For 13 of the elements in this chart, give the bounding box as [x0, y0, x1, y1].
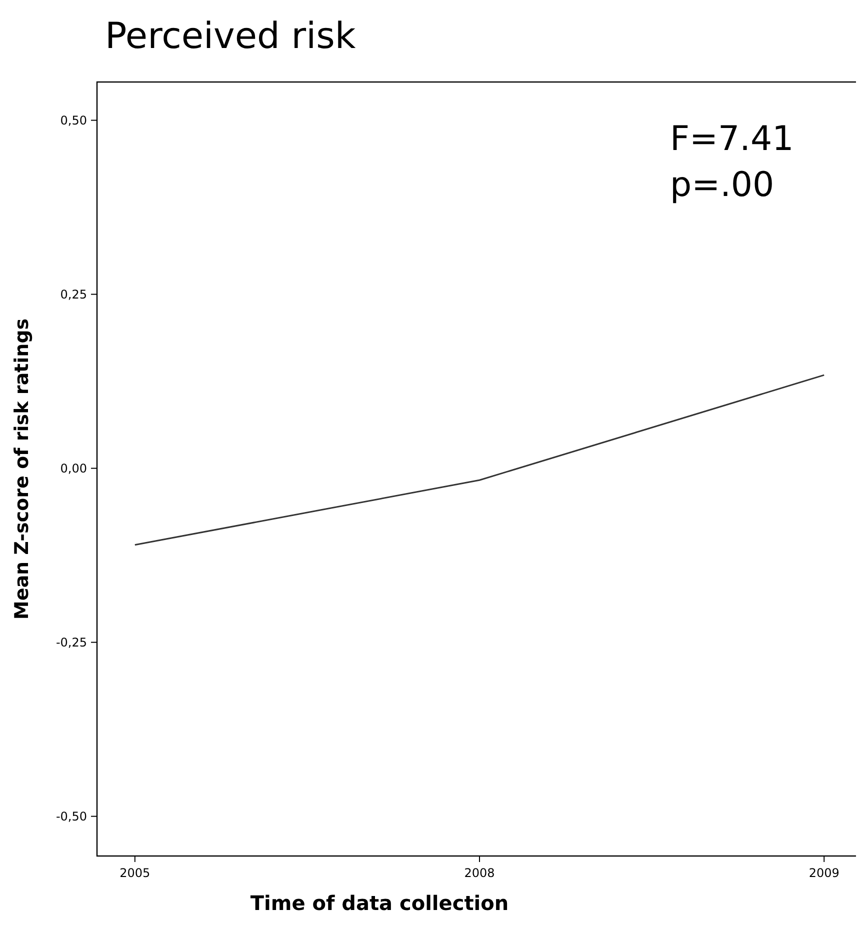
annotation: p=.00	[670, 165, 774, 205]
x-tick-label: 2005	[120, 866, 150, 880]
y-tick-label: -0,50	[56, 810, 87, 824]
y-tick-label: 0,00	[60, 462, 87, 476]
y-tick-label: -0,25	[56, 636, 87, 650]
x-axis-title: Time of data collection	[250, 891, 509, 915]
y-axis-title: Mean Z-score of risk ratings	[11, 318, 33, 620]
chart-title: Perceived risk	[105, 16, 356, 57]
annotation: F=7.41	[670, 119, 794, 159]
x-tick-label: 2009	[808, 866, 840, 880]
x-tick-label: 2008	[464, 866, 495, 880]
y-tick-label: 0,25	[60, 287, 87, 302]
y-tick-label: 0,50	[60, 113, 87, 128]
